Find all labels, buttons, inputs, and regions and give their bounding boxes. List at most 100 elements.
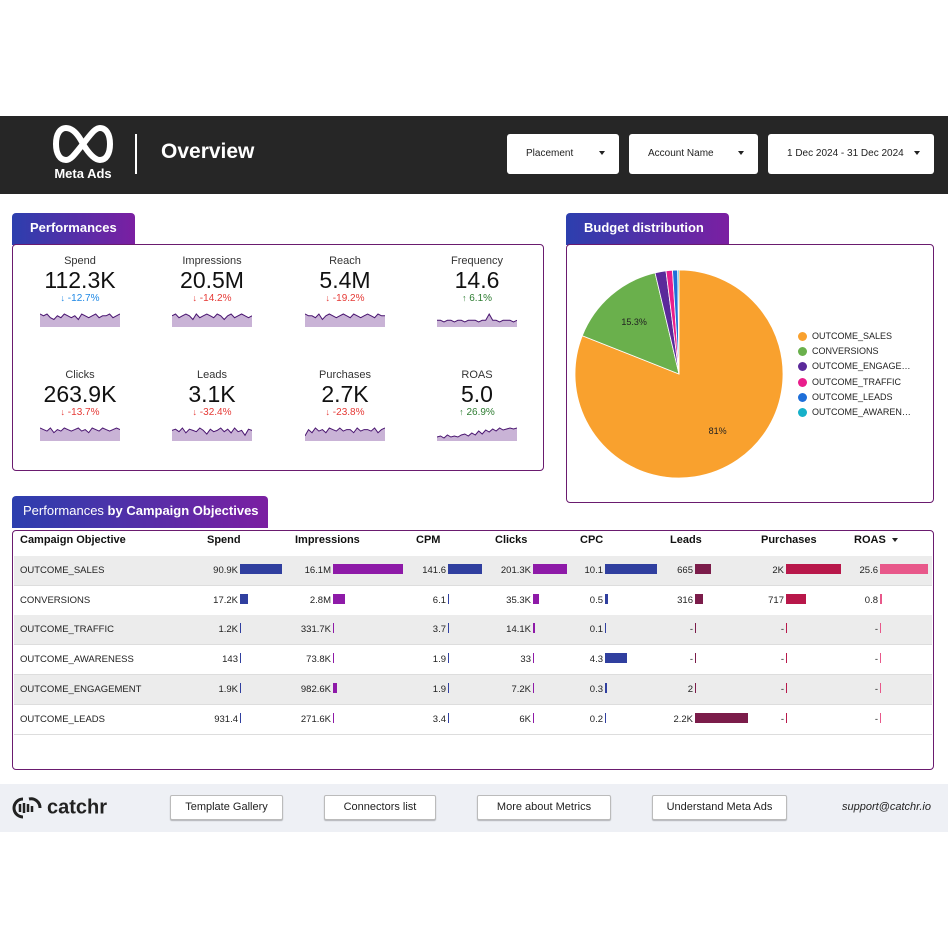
cell-cpm: 1.9 — [432, 654, 446, 666]
support-email-link[interactable]: support@catchr.io — [841, 801, 931, 813]
table-row[interactable]: OUTCOME_TRAFFIC 1.2K 331.7K 3.7 14.1K 0.1 - - - — [14, 615, 932, 646]
legend-dot-icon — [798, 362, 807, 372]
kpi-label: Leads — [197, 369, 227, 381]
kpi-delta: ↑ 6.1% — [422, 293, 532, 304]
legend-label: OUTCOME_SALES — [812, 331, 893, 341]
cell-purch: - — [780, 624, 784, 636]
sparkline-line — [40, 427, 120, 434]
cell-roas: - — [874, 683, 878, 695]
legend-item[interactable]: OUTCOME_TRAFFIC — [798, 377, 911, 392]
cell-spend: 1.9K — [218, 683, 238, 695]
bar-cpc — [605, 682, 607, 693]
logo-label: Meta Ads — [54, 166, 112, 181]
pie-slice-outcome-awaren-[interactable] — [677, 269, 680, 375]
col-header-objective[interactable]: Campaign Objective — [20, 534, 126, 546]
chevron-down-icon — [914, 151, 920, 155]
cell-cpm: 6.1 — [432, 594, 446, 606]
col-header-spend[interactable]: Spend — [207, 534, 241, 546]
cell-cpm: 3.4 — [432, 713, 446, 725]
kpi-label: Reach — [329, 255, 361, 267]
legend-item[interactable]: OUTCOME_LEADS — [798, 392, 911, 407]
kpi-leads: Leads 3.1K ↓ -32.4% — [157, 369, 267, 441]
bar-impr — [333, 712, 334, 723]
kpi-delta: ↑ 26.9% — [422, 407, 532, 418]
cell-impr: 271.6K — [300, 713, 331, 725]
kpi-delta-value: -32.4% — [199, 407, 232, 418]
bar-purch — [786, 564, 841, 574]
legend-label: OUTCOME_LEADS — [812, 391, 893, 402]
table-row[interactable]: OUTCOME_ENGAGEMENT 1.9K 982.6K 1.9 7.2K 0.3 2 -… — [14, 674, 932, 705]
cell-impr: 331.7K — [300, 624, 331, 636]
bar-impr — [333, 593, 345, 604]
cell-cpc: 10.1 — [584, 565, 604, 576]
cell-leads: 665 — [677, 565, 693, 576]
kpi-delta-value: -13.7% — [67, 407, 100, 418]
table-row[interactable]: CONVERSIONS 17.2K 2.8M 6.1 35.3K 0.5 316 717 0.8 — [14, 586, 932, 616]
bar-roas — [880, 653, 881, 664]
legend-item[interactable]: CONVERSIONS — [798, 346, 911, 361]
objectives-tab: Performances by Campaign Objectives — [12, 496, 268, 528]
col-header-purchases[interactable]: Purchases — [761, 534, 817, 546]
table-row[interactable]: OUTCOME_LEADS 931.4 271.6K 3.4 6K 0.2 2.2K - - — [14, 705, 932, 735]
kpi-sparkline — [40, 427, 120, 441]
col-header-leads[interactable]: Leads — [670, 534, 702, 546]
bar-purch — [786, 653, 787, 664]
bar-roas — [880, 682, 881, 693]
date-range-dropdown[interactable]: 1 Dec 2024 - 31 Dec 2024 — [768, 134, 934, 174]
kpi-sparkline — [437, 427, 517, 441]
legend-label: OUTCOME_ENGAGE… — [812, 361, 911, 372]
kpi-sparkline — [305, 427, 385, 441]
header-bar: Meta Ads Overview Placement Account Name… — [0, 116, 948, 194]
account-dropdown[interactable]: Account Name — [629, 134, 758, 174]
placement-dropdown[interactable]: Placement — [507, 134, 619, 174]
cell-impr: 16.1M — [304, 565, 331, 576]
sparkline-line — [437, 312, 517, 323]
legend-item[interactable]: OUTCOME_AWAREN… — [798, 407, 911, 422]
cell-roas: 0.8 — [864, 594, 878, 606]
bar-cpc — [605, 712, 606, 723]
col-header-roas[interactable]: ROAS — [854, 534, 898, 546]
sparkline-line — [305, 313, 385, 321]
objective-name: OUTCOME_LEADS — [20, 713, 105, 725]
legend-dot-icon — [798, 407, 807, 417]
cell-leads: 2.2K — [673, 713, 693, 725]
sparkline-area — [172, 314, 252, 327]
legend-dot-icon — [798, 332, 807, 341]
col-header-clicks[interactable]: Clicks — [495, 534, 528, 546]
kpi-label: Purchases — [319, 369, 371, 381]
kpi-sparkline — [172, 313, 252, 327]
understand-meta-ads-button[interactable]: Understand Meta Ads — [652, 795, 787, 820]
objective-name: OUTCOME_SALES — [20, 565, 105, 576]
connectors-list-button[interactable]: Connectors list — [324, 795, 436, 820]
footer-bar: catchr Template Gallery Connectors list … — [0, 784, 948, 832]
table-row[interactable]: OUTCOME_AWARENESS 143 73.8K 1.9 33 4.3 - - - — [14, 645, 932, 676]
sparkline-line — [172, 427, 252, 437]
cell-cpc: 4.3 — [589, 654, 603, 666]
legend-item[interactable]: OUTCOME_ENGAGE… — [798, 361, 911, 376]
legend-item[interactable]: OUTCOME_SALES — [798, 331, 911, 346]
chevron-down-icon — [599, 151, 605, 155]
more-about-metrics-button[interactable]: More about Metrics — [477, 795, 611, 820]
bar-impr — [333, 564, 403, 574]
template-gallery-button[interactable]: Template Gallery — [170, 795, 283, 820]
cell-roas: 25.6 — [859, 565, 879, 576]
cell-leads: 316 — [677, 594, 693, 606]
pie-slice-label: 15.3% — [621, 317, 647, 327]
cell-purch: 2K — [772, 565, 784, 576]
bar-leads — [695, 564, 711, 574]
col-header-cpc[interactable]: CPC — [580, 534, 604, 546]
kpi-value: 20.5M — [180, 267, 244, 293]
objective-name: OUTCOME_TRAFFIC — [20, 624, 114, 636]
pie-slice-conversions[interactable] — [581, 272, 680, 375]
table-row[interactable]: OUTCOME_SALES 90.9K 16.1M 141.6 201.3K 10.1 66… — [14, 556, 932, 586]
pie-legend: OUTCOME_SALES CONVERSIONS OUTCOME_ENGAGE… O… — [798, 331, 911, 422]
bar-leads — [695, 682, 696, 693]
sparkline-area — [437, 428, 517, 441]
col-header-cpm[interactable]: CPM — [416, 534, 441, 546]
col-header-impressions[interactable]: Impressions — [295, 534, 360, 546]
sparkline-area — [172, 428, 252, 441]
objective-name: OUTCOME_ENGAGEMENT — [20, 683, 142, 695]
trend-up-icon: ↑ — [461, 293, 467, 303]
cell-clicks: 35.3K — [506, 594, 531, 606]
cell-cpc: 0.5 — [589, 594, 603, 606]
